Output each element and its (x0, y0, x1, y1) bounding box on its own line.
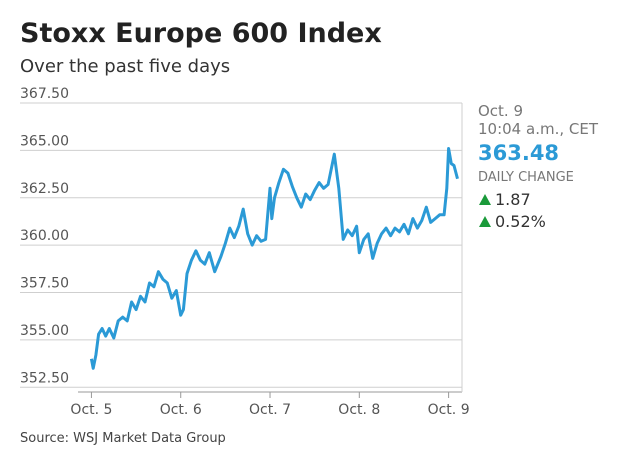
quote-last: 363.48 (478, 141, 559, 165)
x-tick-label: Oct. 6 (160, 402, 202, 418)
chart-title: Stoxx Europe 600 Index (20, 18, 382, 49)
change-percent: 0.52% (495, 212, 546, 231)
x-tick-label: Oct. 7 (249, 402, 291, 418)
y-tick-label: 357.50 (20, 276, 69, 292)
x-tick-label: Oct. 8 (338, 402, 380, 418)
x-tick-label: Oct. 5 (70, 402, 112, 418)
source-note: Source: WSJ Market Data Group (20, 431, 226, 446)
y-tick-label: 367.50 (20, 86, 69, 102)
up-arrow (479, 194, 491, 205)
y-tick-label: 360.00 (20, 228, 69, 244)
price-line (89, 147, 459, 370)
y-tick-label: 362.50 (20, 181, 69, 197)
chart-subtitle: Over the past five days (20, 56, 230, 77)
up-arrow (479, 216, 491, 227)
y-tick-label: 365.00 (20, 133, 69, 149)
y-tick-label: 355.00 (20, 323, 69, 339)
quote-date: Oct. 9 (478, 102, 523, 120)
change-label: DAILY CHANGE (478, 170, 574, 185)
change-value: 1.87 (495, 190, 531, 209)
quote-time: 10:04 a.m., CET (478, 120, 599, 138)
x-tick-label: Oct. 9 (428, 402, 470, 418)
y-tick-label: 352.50 (20, 370, 69, 386)
